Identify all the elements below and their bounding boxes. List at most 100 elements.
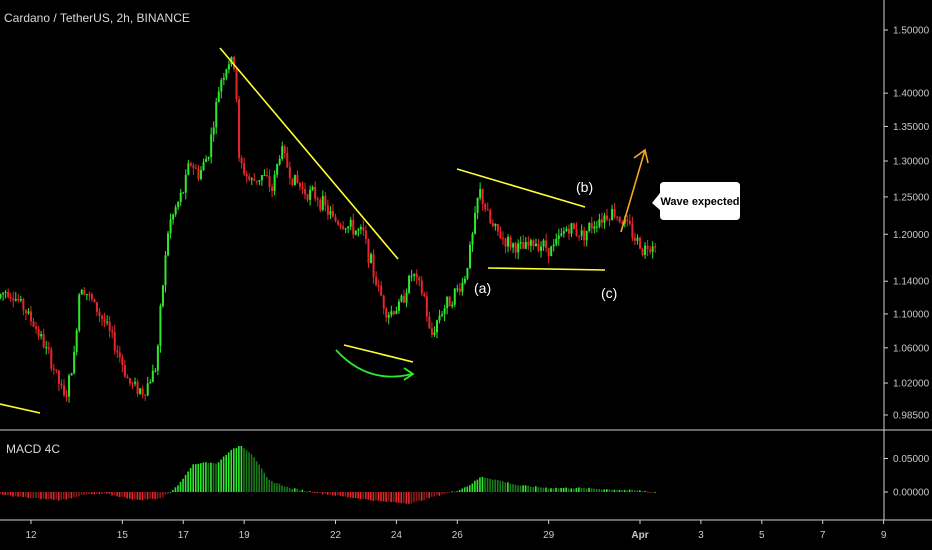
candle-body [40, 334, 43, 337]
macd-bar [260, 468, 263, 492]
macd-bar [281, 485, 283, 492]
candle-body [519, 242, 522, 244]
price-tick-label: 1.20000 [893, 230, 930, 241]
macd-bar [537, 487, 540, 492]
time-tick-label: 5 [759, 530, 765, 541]
macd-bar [78, 492, 80, 497]
candle-body [95, 302, 98, 312]
macd-bar [474, 480, 476, 492]
macd-bar [496, 479, 499, 492]
macd-bar [380, 492, 382, 502]
macd-bar [197, 463, 200, 492]
macd-bar [291, 488, 293, 492]
candle-body [496, 223, 499, 232]
macd-bar [463, 487, 466, 492]
candle-body [263, 174, 266, 176]
candle-body [326, 205, 329, 215]
macd-bar [651, 492, 654, 493]
macd-bar [628, 489, 631, 492]
chart-title: Cardano / TetherUS, 2h, BINANCE [4, 11, 190, 25]
macd-bar [476, 479, 479, 492]
macd-bar [156, 492, 159, 499]
price-axis[interactable]: 1.50000 1.40000 1.35000 1.30000 1.25000 1.200… [884, 26, 930, 422]
macd-bar [509, 483, 512, 492]
macd-axis[interactable]: 0.05000 0.00000 [884, 454, 930, 499]
candle-body [118, 352, 121, 358]
macd-bar [540, 487, 542, 492]
candle-body [301, 186, 304, 190]
macd-bar [205, 462, 207, 492]
candle-body [649, 249, 652, 252]
candle-body [377, 285, 380, 287]
candle-body [608, 219, 611, 221]
macd-bar [271, 481, 273, 492]
candle-body [156, 345, 159, 371]
candle-body [271, 186, 274, 192]
macd-bar [489, 478, 491, 492]
candle-body [600, 219, 603, 223]
candle-body [131, 383, 134, 385]
macd-bar [210, 462, 212, 492]
candle-body [443, 308, 446, 315]
candle-body [621, 222, 624, 224]
candle-body [522, 242, 525, 249]
candle-body [598, 219, 601, 227]
macd-bar [2, 492, 4, 495]
candle-body [357, 229, 360, 231]
candle-body [362, 227, 365, 231]
price-tick-label: 1.10000 [893, 309, 930, 320]
candle-body [238, 99, 241, 158]
macd-pane[interactable] [0, 445, 656, 504]
time-axis[interactable]: 12 15 17 19 22 24 26 29 Apr 3 5 7 9 [25, 520, 887, 541]
candle-body [583, 230, 586, 241]
candle-body [134, 381, 137, 384]
macd-bar [646, 491, 649, 493]
price-tick-label: 0.98500 [893, 411, 930, 422]
macd-bar [362, 492, 365, 499]
macd-bar [184, 474, 187, 492]
candle-body [75, 330, 78, 352]
macd-bar [253, 457, 255, 492]
macd-bar [118, 492, 121, 498]
candle-body [380, 285, 383, 296]
candle-body [461, 282, 464, 292]
candle-body [446, 296, 449, 309]
candle-body [618, 216, 621, 223]
candle-body [329, 211, 332, 215]
macd-bar [479, 477, 481, 492]
candle-body [179, 192, 182, 203]
price-tick-label: 1.35000 [893, 122, 930, 133]
candle-body [471, 233, 474, 245]
candle-body [375, 277, 378, 286]
wave-expected-callout[interactable]: Wave expected [652, 182, 740, 220]
candle-body [319, 200, 322, 210]
macd-bar [309, 491, 311, 492]
macd-bar [344, 492, 347, 497]
macd-bar [616, 489, 618, 492]
candle-body [557, 235, 560, 239]
candle-body [453, 288, 456, 305]
candle-body [225, 69, 228, 78]
macd-bar [238, 446, 240, 492]
candle-body [476, 197, 479, 213]
candle-body [367, 239, 370, 264]
candle-body [359, 227, 362, 230]
candle-body [636, 237, 639, 241]
price-tick-label: 1.25000 [893, 192, 930, 203]
macd-bar [304, 491, 306, 492]
candle-body [4, 291, 7, 293]
macd-bar [618, 489, 621, 492]
candle-body [288, 167, 291, 179]
macd-bar [329, 492, 332, 495]
candle-body [57, 370, 60, 384]
time-tick-label: 17 [178, 530, 190, 541]
macd-bar [0, 492, 2, 495]
macd-bar [410, 492, 413, 504]
candle-body [654, 246, 657, 248]
candle-body [73, 351, 76, 374]
macd-bar [382, 492, 385, 502]
macd-bar [547, 488, 550, 492]
macd-bar [258, 464, 260, 492]
